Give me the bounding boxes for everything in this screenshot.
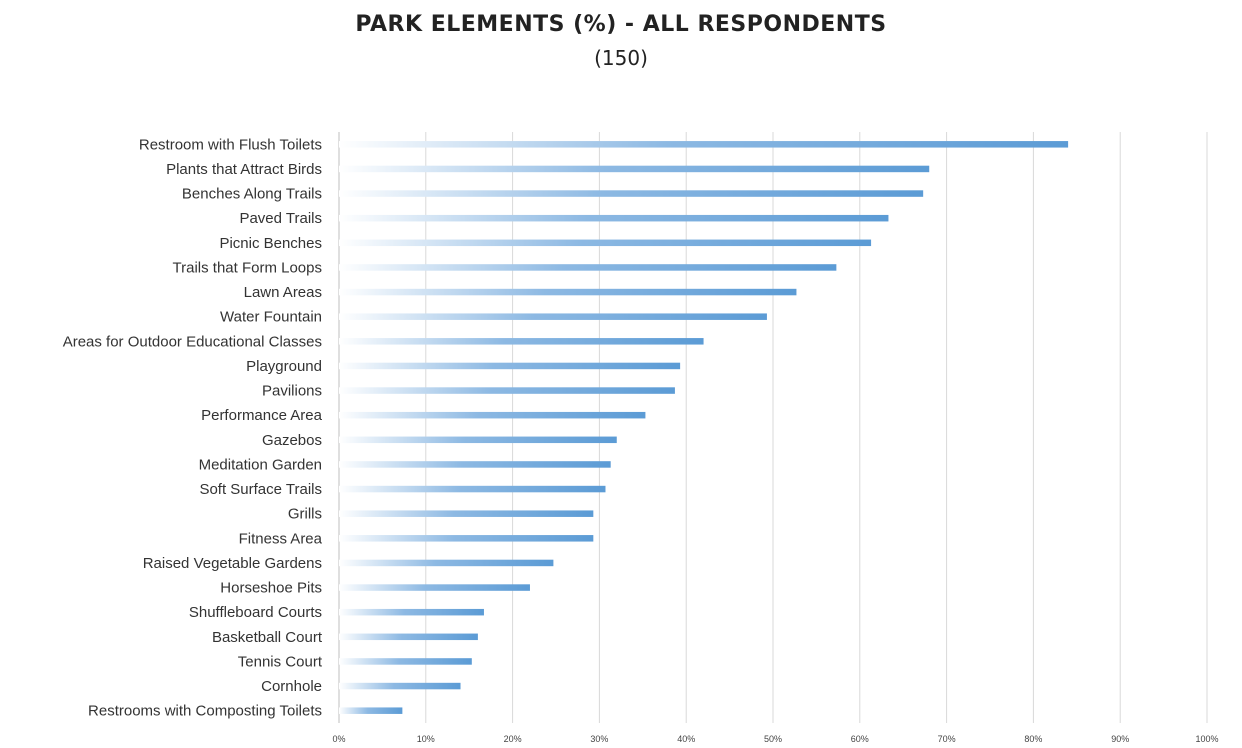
category-label: Areas for Outdoor Educational Classes <box>63 333 322 350</box>
bar <box>339 436 617 444</box>
x-tick-label: 80% <box>1024 734 1042 744</box>
category-label: Picnic Benches <box>219 235 322 252</box>
bar <box>339 485 606 493</box>
category-label: Trails that Form Loops <box>173 259 323 276</box>
category-label: Raised Vegetable Gardens <box>143 555 322 572</box>
x-tick-label: 70% <box>938 734 956 744</box>
x-tick-label: 0% <box>332 734 345 744</box>
bar <box>339 190 924 197</box>
bar <box>339 288 797 296</box>
bar <box>339 165 930 173</box>
category-label: Gazebos <box>262 432 322 449</box>
x-tick-label: 10% <box>417 734 435 744</box>
bar <box>339 682 461 690</box>
bar <box>339 214 889 222</box>
category-label: Lawn Areas <box>244 284 322 301</box>
category-label: Soft Surface Trails <box>199 481 322 498</box>
bar <box>339 633 478 641</box>
x-tick-label: 30% <box>590 734 608 744</box>
bar <box>339 362 681 370</box>
bar <box>339 338 704 345</box>
category-label: Paved Trails <box>239 210 322 227</box>
category-label: Tennis Court <box>238 653 323 670</box>
grid-lines <box>338 132 1208 723</box>
bar <box>339 608 484 616</box>
bar <box>339 313 767 320</box>
bar <box>339 264 837 271</box>
bar <box>339 707 403 714</box>
category-label: Playground <box>246 358 322 375</box>
category-label: Restroom with Flush Toilets <box>139 136 322 153</box>
category-label: Basketball Court <box>212 629 323 646</box>
x-tick-label: 20% <box>504 734 522 744</box>
bar <box>339 584 530 591</box>
x-tick-label: 40% <box>677 734 695 744</box>
bar <box>339 239 872 247</box>
bar <box>339 535 594 542</box>
x-tick-labels: 0% 10% 20% 30% 40% 50% 60% 70% 80% 90% 100% <box>332 734 1218 744</box>
category-label: Restrooms with Composting Toilets <box>88 703 322 720</box>
x-tick-label: 50% <box>764 734 782 744</box>
x-tick-label: 60% <box>851 734 869 744</box>
category-label: Benches Along Trails <box>182 186 322 203</box>
category-labels: Restroom with Flush Toilets Plants that A… <box>63 136 323 719</box>
x-tick-label: 100% <box>1195 734 1218 744</box>
bar <box>339 559 554 567</box>
chart-title: PARK ELEMENTS (%) - ALL RESPONDENTS <box>355 12 887 37</box>
bar <box>339 510 594 517</box>
bar <box>339 387 675 394</box>
category-label: Shuffleboard Courts <box>189 604 322 621</box>
category-label: Cornhole <box>261 678 322 695</box>
chart-subtitle: (150) <box>594 46 648 70</box>
bar <box>339 141 1069 148</box>
category-label: Plants that Attract Birds <box>166 161 322 178</box>
x-tick-label: 90% <box>1111 734 1129 744</box>
bar <box>339 658 472 665</box>
bar <box>339 461 611 468</box>
category-label: Fitness Area <box>239 530 323 547</box>
category-label: Pavilions <box>262 383 322 400</box>
category-label: Water Fountain <box>220 309 322 326</box>
bars <box>339 141 1069 714</box>
category-label: Horseshoe Pits <box>220 580 322 597</box>
category-label: Meditation Garden <box>199 456 322 473</box>
category-label: Performance Area <box>201 407 323 424</box>
bar <box>339 411 646 419</box>
category-label: Grills <box>288 506 322 523</box>
